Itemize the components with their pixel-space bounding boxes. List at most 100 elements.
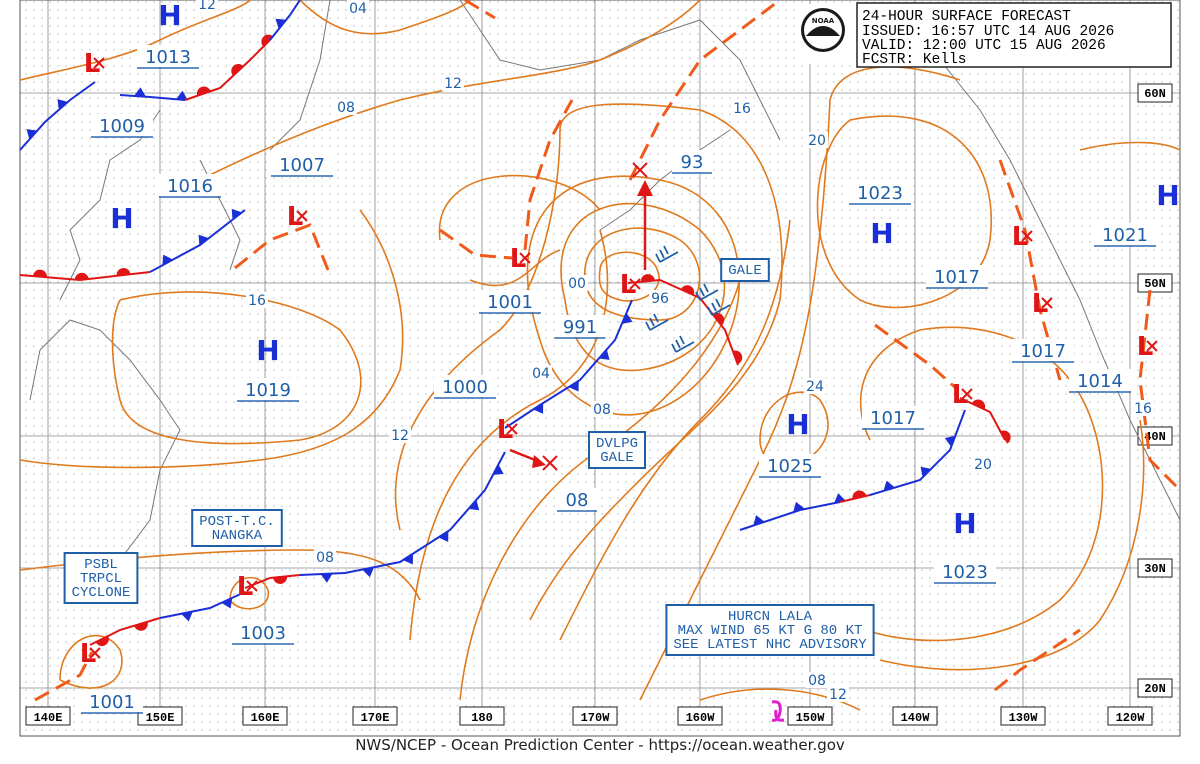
front-triangle <box>793 501 805 513</box>
lat-label: 30N <box>1144 562 1166 576</box>
annotation-box <box>665 604 875 656</box>
isobar <box>199 0 701 181</box>
isobar <box>559 219 791 641</box>
lat-label-box <box>1137 558 1173 578</box>
wind-barb <box>695 283 719 301</box>
isobar-label: 12 <box>391 428 409 444</box>
footer-credit: NWS/NCEP - Ocean Prediction Center - htt… <box>355 736 845 754</box>
lat-label-box <box>1137 273 1173 293</box>
cold-front <box>269 0 301 41</box>
pressure-label-bg <box>557 488 597 510</box>
annotation-text: GALE <box>728 263 762 279</box>
front-triangle <box>492 464 504 476</box>
front-triangle <box>198 234 209 246</box>
noaa-logo-bird <box>806 26 840 36</box>
isobar-label-bg <box>804 378 826 394</box>
lon-label: 140E <box>34 711 63 725</box>
labels: H H H H H H H L L L L L L L L L L L 1013 1009 1016 1007 1019 10… <box>63 0 1180 714</box>
cold-front <box>299 451 506 576</box>
front-semicircle <box>196 86 211 96</box>
low-center: L <box>287 202 304 232</box>
isobar-label: 08 <box>593 402 611 418</box>
front-semicircle <box>32 269 47 278</box>
isobar <box>19 0 471 81</box>
wind-barb <box>707 298 731 316</box>
isobar-label-bg <box>591 401 613 417</box>
front-semicircle <box>680 285 695 296</box>
header-line: ISSUED: 16:57 UTC 14 AUG 2026 <box>862 24 1114 40</box>
map-frame <box>19 0 1181 737</box>
lon-label: 160W <box>686 711 716 725</box>
trough <box>234 223 330 271</box>
isobar-label: 04 <box>532 366 550 382</box>
front-semicircle <box>852 490 867 500</box>
isobar <box>598 251 660 302</box>
pressure-label-bg <box>271 153 333 175</box>
trough <box>464 0 496 20</box>
center-pressure: 1017 <box>870 408 916 429</box>
pressure-label-bg <box>479 290 541 312</box>
front-semicircle <box>231 63 244 76</box>
pressure-label-bg <box>137 45 199 67</box>
annotation-text: POST-T.C. <box>199 514 275 530</box>
high-center: H <box>786 408 809 441</box>
center-pressure: 93 <box>681 152 704 173</box>
low-cross <box>246 580 258 592</box>
lon-label: 130W <box>1009 711 1039 725</box>
low-center: L <box>1032 289 1049 319</box>
cold-front <box>119 94 186 101</box>
isobar-label-bg <box>442 75 464 91</box>
front-triangle <box>320 573 333 583</box>
center-pressure: 1016 <box>167 176 213 197</box>
front-triangle <box>883 480 895 491</box>
isobar <box>59 634 123 689</box>
front-semicircle <box>273 576 288 584</box>
low-cross <box>506 423 518 435</box>
low-cross <box>89 647 101 659</box>
isobar-label: 20 <box>808 133 826 149</box>
center-pressure: 1013 <box>145 47 191 68</box>
isobar-label: 16 <box>1134 401 1152 417</box>
isobar-label: 12 <box>444 76 462 92</box>
annotation-box <box>720 258 770 282</box>
isobar <box>699 141 1181 711</box>
low-cross <box>961 388 973 400</box>
front-triangle <box>221 597 233 609</box>
front-triangle <box>753 515 765 526</box>
low-center: L <box>80 639 97 669</box>
lon-label-box <box>787 706 833 726</box>
isobar-label-bg <box>530 365 552 381</box>
header-line: FCSTR: Kells <box>862 52 966 68</box>
cold-front <box>504 299 633 429</box>
front-semicircle <box>261 34 274 47</box>
pressure-label-bg <box>232 621 294 643</box>
isobar-label: 04 <box>349 1 367 17</box>
lon-label: 150E <box>146 711 175 725</box>
front-semicircle <box>74 272 89 281</box>
front-triangle <box>362 567 374 578</box>
isobar <box>560 202 726 372</box>
map-background <box>20 0 1180 736</box>
header-frame <box>856 2 1172 68</box>
low-center: L <box>1137 332 1154 362</box>
front-triangle <box>568 380 579 392</box>
pressure-label-bg <box>1094 223 1156 245</box>
low-cross <box>1041 297 1053 309</box>
front-triangle <box>468 499 480 511</box>
isobar-label: 24 <box>806 379 824 395</box>
isobar <box>584 227 701 321</box>
isobar <box>229 576 269 610</box>
lat-label: 50N <box>1144 277 1166 291</box>
arrow-head <box>532 455 546 468</box>
fronts <box>19 0 1182 722</box>
lon-label: 140W <box>901 711 931 725</box>
isobar-label: 16 <box>733 101 751 117</box>
center-pressure: 1025 <box>767 456 813 477</box>
isobar <box>879 419 1145 671</box>
low-cross <box>629 278 641 290</box>
center-pressure: 991 <box>563 317 597 338</box>
annotation-box <box>191 509 283 547</box>
isobar-label-bg <box>1132 400 1154 416</box>
isobar <box>816 115 992 309</box>
annotation-text: HURCN LALA <box>728 609 813 625</box>
